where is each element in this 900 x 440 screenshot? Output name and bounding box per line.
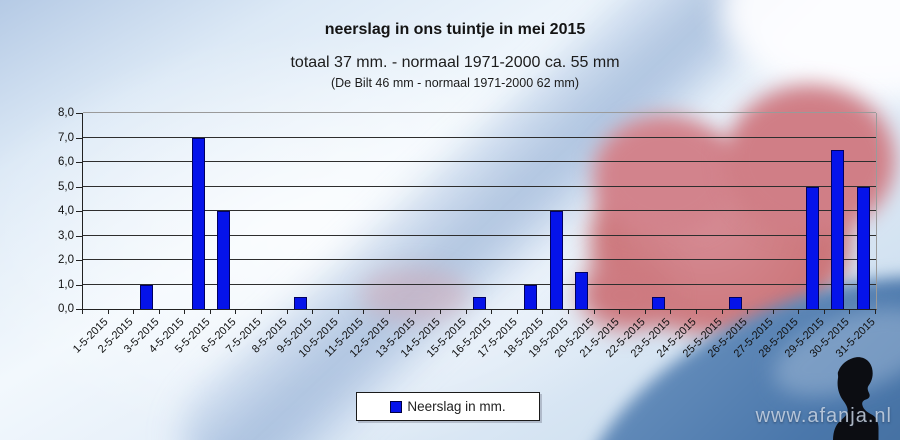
bar [549, 211, 563, 309]
bar [293, 296, 307, 309]
bar [140, 284, 154, 309]
x-axis-tick [133, 310, 135, 314]
y-axis-label: 6,0 [58, 156, 74, 168]
x-axis-tick [568, 310, 570, 314]
y-axis-tick [76, 309, 82, 310]
bar [191, 137, 205, 309]
bar [473, 296, 486, 309]
y-axis-tick [76, 186, 82, 188]
plot-area [82, 112, 877, 310]
legend-swatch-icon [390, 400, 403, 413]
x-axis-tick [337, 310, 339, 314]
y-axis-tick [76, 284, 82, 286]
x-axis-tick [209, 310, 211, 314]
x-axis-tick [849, 310, 851, 314]
y-axis-tick [76, 137, 82, 139]
x-axis-tick [695, 310, 697, 314]
x-axis-tick [184, 310, 186, 314]
x-axis-tick [823, 310, 825, 314]
x-axis-tick [286, 310, 288, 314]
bar [805, 186, 819, 309]
x-axis-tick [772, 310, 774, 314]
x-axis-tick [465, 310, 467, 314]
x-axis-tick [875, 310, 876, 314]
y-axis-label: 1,0 [58, 278, 74, 291]
y-axis-label: 8,0 [58, 107, 74, 119]
x-axis-tick [798, 310, 800, 314]
x-axis-tick [82, 310, 83, 314]
y-axis-tick [76, 162, 82, 163]
x-axis-tick [516, 310, 518, 314]
x-axis-tick [158, 310, 160, 314]
bar [856, 186, 870, 309]
y-axis-label: 2,0 [58, 254, 74, 266]
legend-label: Neerslag in mm. [407, 399, 506, 414]
x-axis-tick [312, 310, 314, 314]
x-axis-tick [388, 310, 390, 314]
watermark-url: www.afanja.nl [755, 405, 892, 427]
bar [217, 211, 231, 309]
x-axis-tick [440, 310, 442, 314]
x-axis-tick [670, 310, 672, 314]
chart-subnote: (De Bilt 46 mm - normaal 1971-2000 62 mm… [330, 76, 579, 90]
bar [524, 284, 538, 309]
x-axis-tick [593, 310, 595, 314]
y-axis-tick [76, 260, 82, 261]
bar [831, 149, 845, 309]
y-axis-tick [76, 211, 82, 212]
chart-title: neerslag in ons tuintje in mei 2015 [324, 21, 586, 38]
x-axis-tick [491, 310, 493, 314]
bar [575, 272, 589, 309]
bar [728, 296, 742, 309]
x-axis-tick [107, 310, 109, 314]
x-axis-tick [644, 310, 646, 314]
gridline [83, 112, 876, 113]
x-axis-tick [235, 310, 237, 314]
chart-legend: Neerslag in mm. [356, 392, 540, 421]
x-axis-tick [363, 310, 365, 314]
x-axis-tick [747, 310, 749, 314]
chart-subtitle: totaal 37 mm. - normaal 1971-2000 ca. 55… [290, 54, 620, 71]
y-axis-label: 5,0 [58, 180, 74, 193]
y-axis-label: 7,0 [58, 131, 74, 144]
bar [652, 296, 666, 309]
x-axis-tick [414, 310, 416, 314]
y-axis-label: 0,0 [58, 303, 74, 315]
y-axis-label: 4,0 [58, 205, 74, 217]
y-axis-tick [76, 235, 82, 237]
x-axis-tick [261, 310, 263, 314]
x-axis-tick [542, 310, 544, 314]
x-axis-tick [721, 310, 723, 314]
y-axis-label: 3,0 [58, 229, 74, 242]
y-axis-tick [76, 113, 82, 114]
x-axis-tick [619, 310, 621, 314]
